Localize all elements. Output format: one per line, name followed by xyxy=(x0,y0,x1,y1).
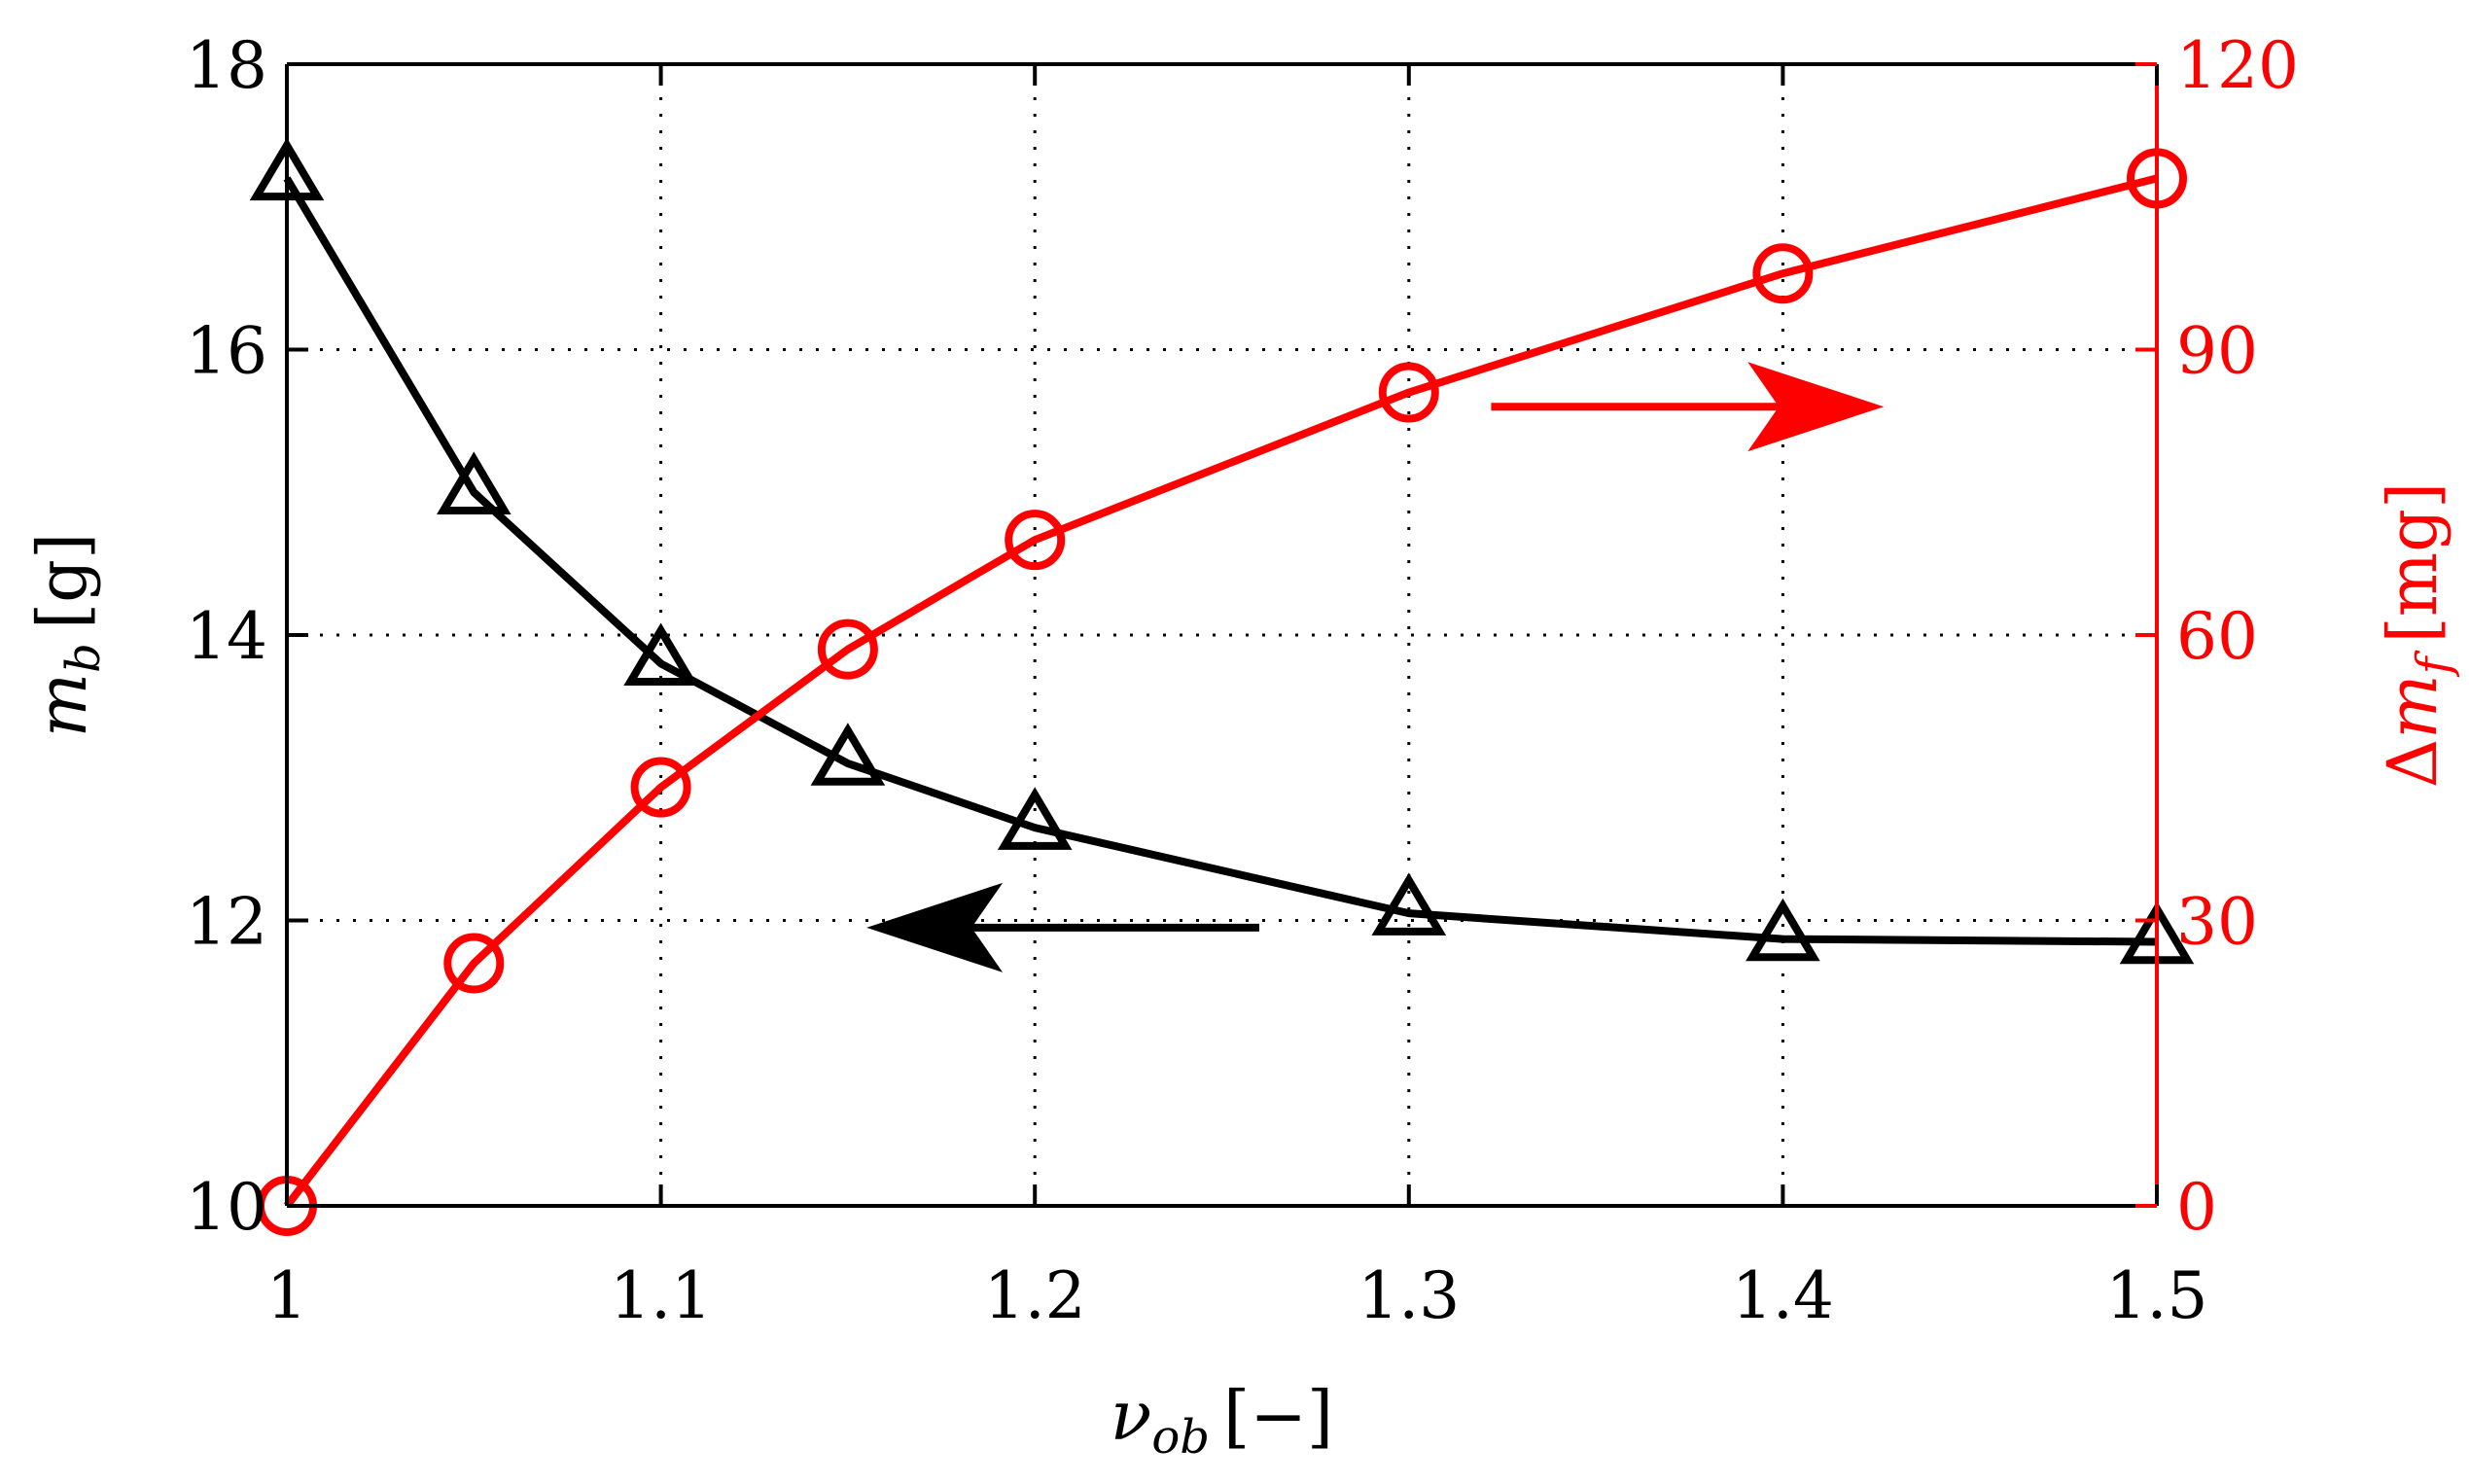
circle-marker xyxy=(1378,362,1439,423)
right-tick-label: 30 xyxy=(2176,885,2258,960)
right-axis-label-prefix: Δ xyxy=(2373,739,2452,789)
x-tick-label: 1 xyxy=(266,1258,307,1333)
circle-marker xyxy=(630,757,691,818)
right-axis-label: Δmf [mg] xyxy=(2373,482,2461,789)
circle-marker xyxy=(443,933,505,994)
right-tick-label: 0 xyxy=(2176,1170,2217,1245)
x-tick-label: 1.5 xyxy=(2106,1258,2208,1333)
left-tick-label: 12 xyxy=(186,885,267,960)
labels: 1 1.1 1.2 1.3 1.4 1.510121416180306090120νob[… xyxy=(22,28,2461,1465)
series-line-circle xyxy=(283,174,2158,1209)
series-line-triangle xyxy=(283,176,2158,946)
right-tick-label: 120 xyxy=(2176,28,2299,103)
right-axis-label-unit: [mg] xyxy=(2373,482,2452,644)
triangle-marker xyxy=(436,451,511,514)
right-tick-label: 60 xyxy=(2176,599,2258,674)
left-axis-label-unit: [g] xyxy=(22,533,102,629)
triangle-marker xyxy=(1746,898,1820,962)
x-axis-label-sub: ob xyxy=(1151,1410,1210,1465)
left-axis-label: mb [g] xyxy=(22,533,111,738)
left-arrow-head xyxy=(866,882,1004,972)
triangle-marker xyxy=(623,622,698,687)
circle-marker xyxy=(1752,243,1814,304)
right-arrow-head xyxy=(1747,362,1885,452)
left-tick-label: 18 xyxy=(186,28,267,103)
right-axis-label-sub: f xyxy=(2407,650,2461,677)
left-tick-label: 16 xyxy=(186,314,267,389)
x-axis-label-symbol: ν xyxy=(1111,1376,1152,1456)
left-axis-label-sub: b xyxy=(56,643,111,673)
circle-marker xyxy=(1005,510,1066,571)
left-axis-label-symbol: m xyxy=(22,673,102,737)
x-tick-label: 1.1 xyxy=(610,1258,712,1333)
triangle-marker xyxy=(1371,872,1447,936)
left-tick-label: 10 xyxy=(186,1170,267,1245)
x-axis-label-unit: [−] xyxy=(1223,1376,1333,1456)
right-axis-label-symbol: m xyxy=(2373,674,2452,738)
circle-marker xyxy=(817,618,878,680)
triangle-marker xyxy=(997,787,1073,850)
series-layer xyxy=(249,137,2195,1236)
x-tick-label: 1.3 xyxy=(1358,1258,1460,1333)
right-tick-label: 90 xyxy=(2176,314,2258,389)
triangle-marker xyxy=(810,723,886,786)
annotation-arrows xyxy=(866,362,1885,972)
axes xyxy=(285,62,2159,1208)
grid-lines xyxy=(287,64,2157,1206)
x-axis-label: νob [−] xyxy=(1111,1376,1333,1465)
x-tick-label: 1.4 xyxy=(1732,1258,1834,1333)
left-tick-label: 14 xyxy=(186,599,267,674)
x-tick-label: 1.2 xyxy=(984,1258,1086,1333)
